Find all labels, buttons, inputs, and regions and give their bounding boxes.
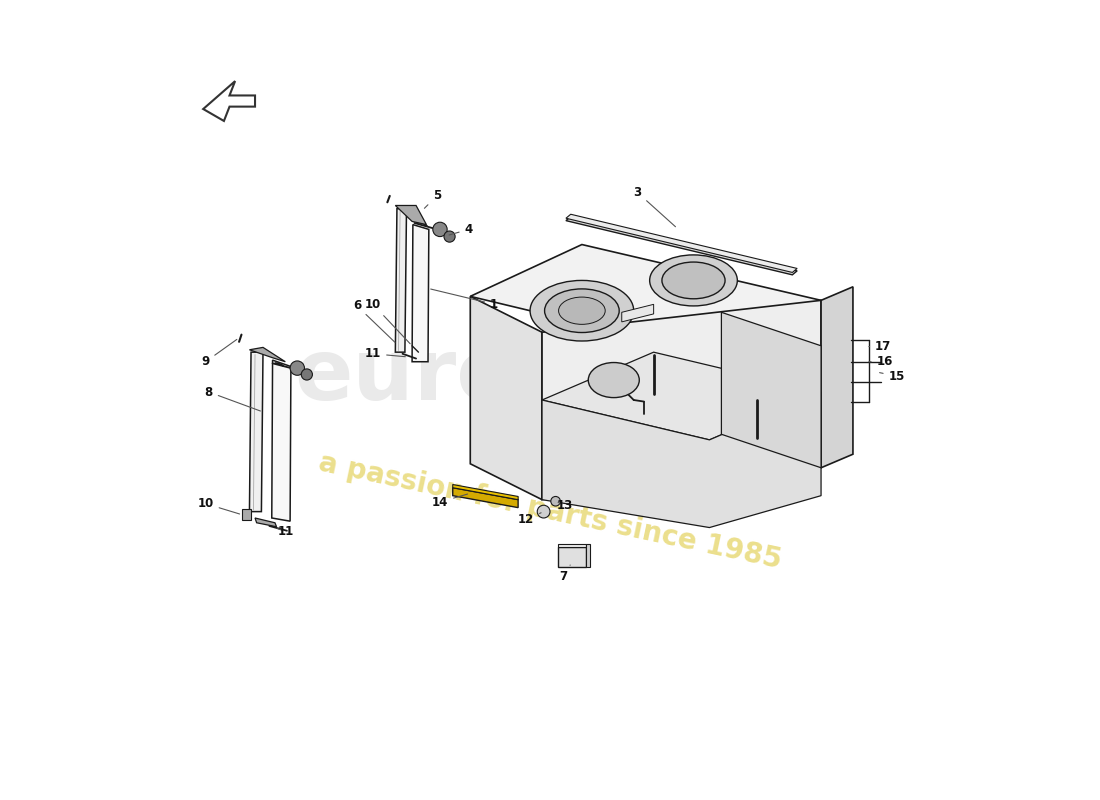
- Polygon shape: [250, 352, 263, 512]
- Polygon shape: [565, 217, 798, 275]
- Text: 16: 16: [869, 355, 893, 368]
- Polygon shape: [250, 347, 285, 362]
- Text: a passion for parts since 1985: a passion for parts since 1985: [316, 449, 784, 574]
- Circle shape: [551, 497, 560, 506]
- Text: 1: 1: [431, 289, 498, 311]
- Circle shape: [290, 361, 305, 375]
- Polygon shape: [586, 543, 590, 567]
- Text: 3: 3: [634, 186, 675, 226]
- Polygon shape: [821, 286, 852, 468]
- Polygon shape: [471, 296, 542, 500]
- Text: 9: 9: [201, 339, 236, 368]
- Text: 11: 11: [365, 347, 405, 360]
- Polygon shape: [542, 352, 821, 440]
- Text: 4: 4: [449, 223, 473, 236]
- Ellipse shape: [588, 362, 639, 398]
- Polygon shape: [395, 206, 427, 225]
- Polygon shape: [471, 245, 821, 354]
- Text: 13: 13: [557, 498, 572, 512]
- Polygon shape: [722, 312, 821, 468]
- Text: 10: 10: [365, 298, 410, 344]
- Polygon shape: [242, 510, 251, 519]
- Ellipse shape: [650, 255, 737, 306]
- Polygon shape: [621, 304, 653, 322]
- Text: 7: 7: [560, 565, 570, 583]
- Text: 6: 6: [353, 299, 395, 342]
- Text: 11: 11: [277, 525, 294, 538]
- Ellipse shape: [559, 297, 605, 324]
- Polygon shape: [558, 547, 586, 567]
- Polygon shape: [558, 543, 586, 547]
- Text: euros: euros: [294, 334, 566, 418]
- Circle shape: [301, 369, 312, 380]
- Ellipse shape: [530, 281, 634, 341]
- Polygon shape: [453, 485, 518, 500]
- Ellipse shape: [662, 262, 725, 298]
- Polygon shape: [272, 360, 290, 521]
- Text: res: res: [553, 390, 706, 474]
- Polygon shape: [412, 225, 429, 362]
- Circle shape: [432, 222, 448, 237]
- Polygon shape: [453, 488, 518, 508]
- Text: 17: 17: [869, 340, 891, 353]
- Text: 12: 12: [518, 513, 541, 526]
- Polygon shape: [542, 300, 821, 500]
- Polygon shape: [395, 209, 407, 352]
- Circle shape: [444, 231, 455, 242]
- Text: 5: 5: [425, 190, 441, 208]
- Text: 15: 15: [880, 370, 905, 382]
- Text: 14: 14: [432, 494, 468, 509]
- Circle shape: [537, 506, 550, 518]
- Text: 10: 10: [198, 497, 240, 514]
- Ellipse shape: [544, 289, 619, 333]
- Polygon shape: [542, 392, 821, 527]
- Polygon shape: [565, 214, 798, 273]
- Text: 8: 8: [205, 386, 261, 411]
- Polygon shape: [255, 518, 276, 526]
